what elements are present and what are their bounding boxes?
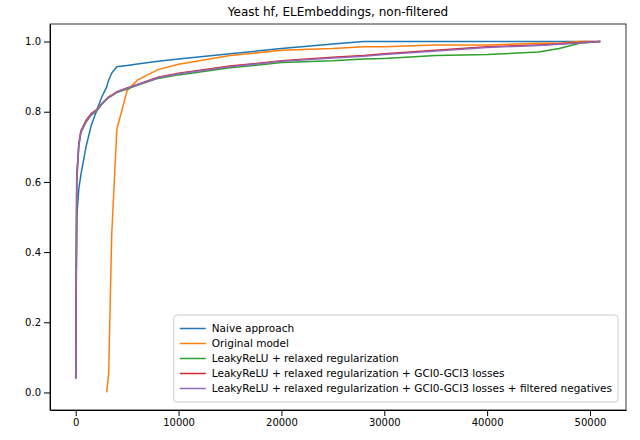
legend-entry: LeakyReLU + relaxed regularization + GCI… [180,382,612,394]
legend-entry: LeakyReLU + relaxed regularization + GCI… [180,367,505,379]
y-tick-label: 0.0 [25,387,41,398]
y-tick: 0.4 [25,247,50,258]
legend: Naive approach Original model LeakyReLU + … [174,315,618,402]
legend-swatch [180,373,206,375]
legend-entry: Original model [180,337,289,349]
y-tick: 1.0 [25,36,50,47]
legend-label: LeakyReLU + relaxed regularization + GCI… [212,367,505,379]
legend-label: LeakyReLU + relaxed regularization + GCI… [212,382,612,394]
x-tick: 0 [73,410,79,428]
y-tick-mark [44,112,50,113]
x-tick-label: 30000 [369,417,401,428]
y-tick-label: 0.6 [25,177,41,188]
y-axis-line [50,25,51,411]
x-tick-mark [76,410,77,416]
legend-swatch [180,343,206,345]
y-tick-label: 0.4 [25,247,41,258]
x-tick: 30000 [369,410,401,428]
x-axis: 0 10000 20000 30000 40000 50000 [51,410,627,428]
legend-entry: Naive approach [180,322,294,334]
title: Yeast hf, ELEmbeddings, non-filtered [227,5,448,19]
y-tick-mark [44,392,50,393]
legend-swatch [180,388,206,390]
y-tick-mark [44,252,50,253]
x-axis-line [51,410,627,411]
legend-swatch [180,328,206,330]
legend-label: Original model [212,337,289,349]
y-tick-label: 0.8 [25,106,41,117]
x-tick: 20000 [266,410,298,428]
x-tick: 50000 [575,410,607,428]
x-tick-mark [487,410,488,416]
y-tick-mark [44,182,50,183]
plot-area: 010000200003000040000500000.00.20.40.60.… [25,24,626,428]
y-tick-mark [44,322,50,323]
y-tick: 0.6 [25,177,50,188]
y-tick-label: 0.2 [25,317,41,328]
y-tick-mark [44,42,50,43]
y-axis: 0.0 0.2 0.4 0.6 0.8 1.0 [25,25,50,411]
x-tick-mark [384,410,385,416]
x-tick-label: 0 [73,417,79,428]
x-tick: 40000 [472,410,504,428]
legend-label: LeakyReLU + relaxed regularization [212,352,399,364]
x-tick: 10000 [163,410,195,428]
x-tick-mark [281,410,282,416]
y-tick: 0.0 [25,387,50,398]
x-tick-mark [590,410,591,416]
y-tick: 0.2 [25,317,50,328]
x-tick-label: 20000 [266,417,298,428]
legend-box [174,315,618,402]
y-tick: 0.8 [25,106,50,117]
x-tick-label: 50000 [575,417,607,428]
y-tick-label: 1.0 [25,36,41,47]
x-tick-label: 40000 [472,417,504,428]
x-tick-mark [179,410,180,416]
legend-label: Naive approach [212,322,294,334]
x-tick-label: 10000 [163,417,195,428]
legend-swatch [180,358,206,360]
chart: 010000200003000040000500000.00.20.40.60.… [0,0,640,440]
legend-entry: LeakyReLU + relaxed regularization [180,352,399,364]
plot-frame [50,24,626,410]
